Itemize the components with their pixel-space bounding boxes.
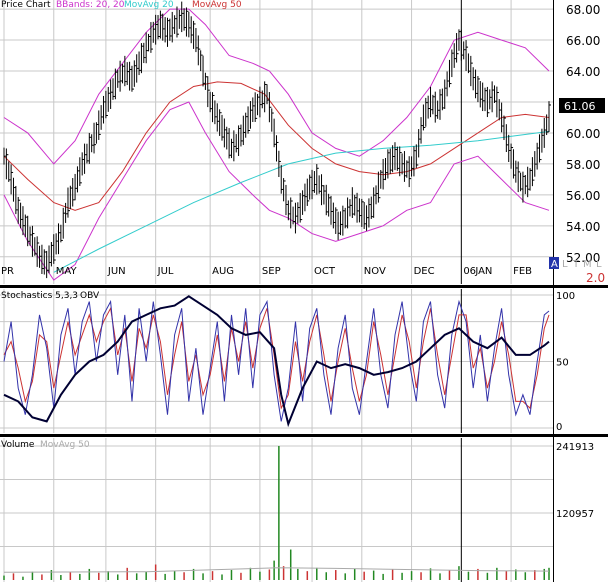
stoch-tick-1: 50: [556, 358, 569, 369]
volume-label: Volume: [1, 440, 35, 450]
month-label-4: AUG: [212, 266, 234, 277]
price-tick-7: 66.00: [566, 34, 600, 48]
volume-axis-labels: 120957 241913: [556, 442, 594, 520]
bb-upper-line: [3, 8, 550, 165]
month-label-1: MAY: [56, 266, 78, 277]
price-axis-labels: 52.0054.0056.0058.0060.0062.0064.0066.00…: [1, 3, 600, 277]
price-tick-3: 58.00: [566, 158, 600, 172]
month-label-7: NOV: [364, 266, 386, 277]
stoch-axis-labels: 0 50 100: [556, 291, 575, 433]
month-label-8: DEC: [414, 266, 435, 277]
volume-grid: [0, 438, 553, 582]
volume-bars: [3, 446, 550, 580]
scale-option-m[interactable]: M: [583, 259, 592, 270]
last-price-box: [559, 98, 605, 113]
price-tick-8: 68.00: [566, 3, 600, 17]
month-label-10: JAN: [474, 266, 492, 277]
scale-option-a[interactable]: A: [551, 259, 558, 270]
legend-ma50: MovAvg 50: [192, 0, 242, 10]
ma20-line: [53, 130, 550, 273]
obv-line: [3, 295, 550, 428]
month-label-0: PR: [1, 266, 14, 277]
legend-ma20: MovAvg 20: [124, 0, 174, 10]
month-label-5: SEP: [262, 266, 281, 277]
price-tick-0: 52.00: [566, 251, 600, 265]
price-tick-4: 60.00: [566, 127, 600, 141]
month-label-2: JUN: [107, 266, 126, 277]
month-label-11: FEB: [513, 266, 532, 277]
scale-value: 2.0: [586, 271, 605, 285]
obv-label: OBV: [80, 291, 100, 301]
stoch-d-line: [3, 306, 550, 410]
last-price-label: 61.06: [564, 100, 596, 113]
price-tick-6: 64.00: [566, 65, 600, 79]
scale-option-l1[interactable]: L: [562, 259, 568, 270]
volume-tick-1: 241913: [556, 442, 594, 453]
month-label-9: 06: [463, 266, 476, 277]
stoch-tick-0: 0: [556, 422, 562, 433]
month-label-3: JUL: [157, 266, 174, 277]
scale-option-l2[interactable]: L: [596, 259, 602, 270]
stoch-k-line: [3, 299, 550, 422]
price-tick-2: 56.00: [566, 189, 600, 203]
volume-ma-label: MovAvg 50: [40, 440, 90, 450]
volume-panel-frame: [0, 438, 553, 582]
month-label-6: OCT: [314, 266, 336, 277]
bollinger-bands: [3, 8, 550, 281]
stoch-tick-2: 100: [556, 291, 575, 302]
moving-averages: [3, 81, 550, 273]
scale-option-active[interactable]: [549, 257, 559, 269]
bb-lower-line: [3, 101, 550, 281]
stoch-label: Stochastics 5,3,3: [1, 291, 78, 301]
legend-price: Price Chart: [1, 0, 51, 10]
price-tick-1: 54.00: [566, 220, 600, 234]
scale-option-t[interactable]: T: [572, 259, 580, 270]
stoch-lines: [3, 295, 550, 428]
ma50-line: [3, 81, 550, 211]
volume-ma-line: [3, 567, 550, 573]
volume-tick-0: 120957: [556, 509, 594, 520]
price-series: [3, 1, 551, 279]
legend-bbands: BBands: 20, 20: [56, 0, 125, 10]
